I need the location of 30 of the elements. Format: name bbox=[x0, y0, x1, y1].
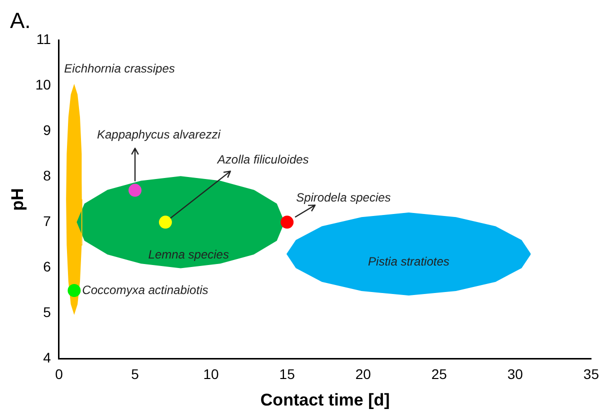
x-tick-label: 10 bbox=[203, 366, 220, 382]
x-tick-label: 0 bbox=[55, 366, 64, 382]
x-tick-label: 5 bbox=[131, 366, 140, 382]
x-tick-label: 35 bbox=[583, 366, 600, 382]
x-tick-label: 20 bbox=[355, 366, 372, 382]
point bbox=[68, 284, 81, 297]
y-tick-label: 11 bbox=[36, 30, 52, 47]
series-label: Coccomyxa actinabiotis bbox=[82, 282, 208, 297]
point bbox=[280, 216, 294, 229]
point bbox=[128, 184, 142, 197]
x-tick-label: 25 bbox=[431, 366, 448, 382]
y-tick-label: 6 bbox=[43, 258, 52, 275]
series-label: Lemna species bbox=[148, 248, 229, 262]
text: Kappaphycus alvarezzi bbox=[97, 128, 221, 142]
text: A. bbox=[10, 8, 31, 34]
x-axis-title: Contact time [d] bbox=[260, 390, 390, 410]
x-tick-label: 30 bbox=[507, 366, 524, 382]
y-tick-label: 9 bbox=[43, 122, 52, 138]
text: Azolla filiculoides bbox=[216, 152, 309, 167]
series-label: Spirodela species bbox=[296, 190, 391, 205]
y-tick-label: 4 bbox=[43, 350, 52, 366]
series-label: Pistia stratiotes bbox=[368, 254, 450, 268]
point bbox=[158, 216, 172, 229]
y-tick-label: 7 bbox=[43, 213, 52, 230]
y-tick-label: 10 bbox=[35, 76, 52, 92]
y-axis-title: pH bbox=[8, 188, 27, 211]
series-label: Eichhornia crassipes bbox=[64, 62, 175, 76]
y-tick-label: 8 bbox=[43, 167, 52, 184]
x-tick-label: 15 bbox=[279, 366, 296, 382]
y-tick-label: 5 bbox=[43, 304, 52, 320]
